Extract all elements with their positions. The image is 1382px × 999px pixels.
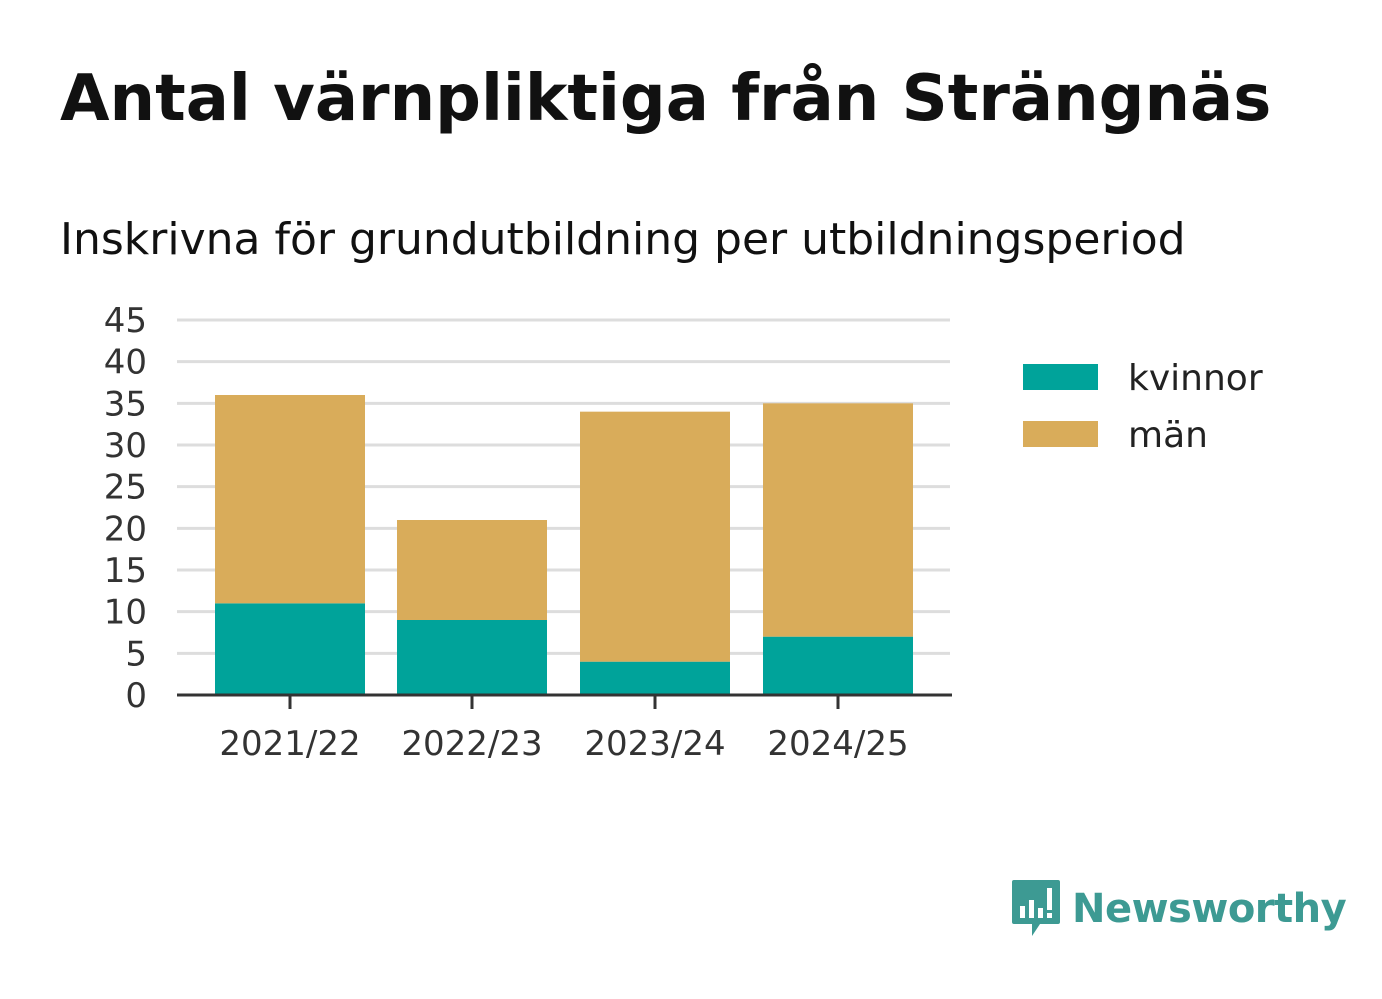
y-tick-label: 45 [104,301,147,341]
bar-män-2022/23 [397,520,547,620]
legend-label-män: män [1128,415,1208,456]
y-tick-label: 0 [125,676,147,716]
x-axis: 2021/22 2022/23 2023/24 2024/25 [177,693,952,764]
newsworthy-logo: Newsworthy [1010,878,1347,940]
legend-label-kvinnor: kvinnor [1128,358,1263,399]
chart-subtitle: Inskrivna för grundutbildning per utbild… [60,214,1186,265]
y-tick-label: 15 [104,551,147,591]
legend-swatch-kvinnor [1023,364,1098,390]
chart-title: Antal värnpliktiga från Strängnäs [60,62,1272,136]
newsworthy-logo-icon [1012,880,1060,936]
bar-män-2024/25 [763,403,913,637]
y-tick-label: 10 [104,593,147,633]
y-tick-label: 25 [104,468,147,508]
x-tick-label: 2021/22 [219,724,360,764]
x-tick-label: 2022/23 [401,724,542,764]
bar-kvinnor-2023/24 [580,661,730,695]
bar-män-2021/22 [215,395,365,604]
y-tick-label: 40 [104,343,147,383]
brand-name: Newsworthy [1072,886,1347,932]
bar-kvinnor-2024/25 [763,636,913,695]
legend-swatch-män [1023,421,1098,447]
bar-kvinnor-2021/22 [215,603,365,695]
bar-kvinnor-2022/23 [397,620,547,695]
x-tick-label: 2024/25 [767,724,908,764]
x-tick-label: 2023/24 [584,724,725,764]
y-tick-label: 20 [104,509,147,549]
y-tick-label: 5 [125,634,147,674]
bar-män-2023/24 [580,411,730,662]
y-tick-label: 35 [104,384,147,424]
legend: kvinnor män [1023,358,1263,456]
y-tick-label: 30 [104,426,147,466]
bars [215,395,913,695]
